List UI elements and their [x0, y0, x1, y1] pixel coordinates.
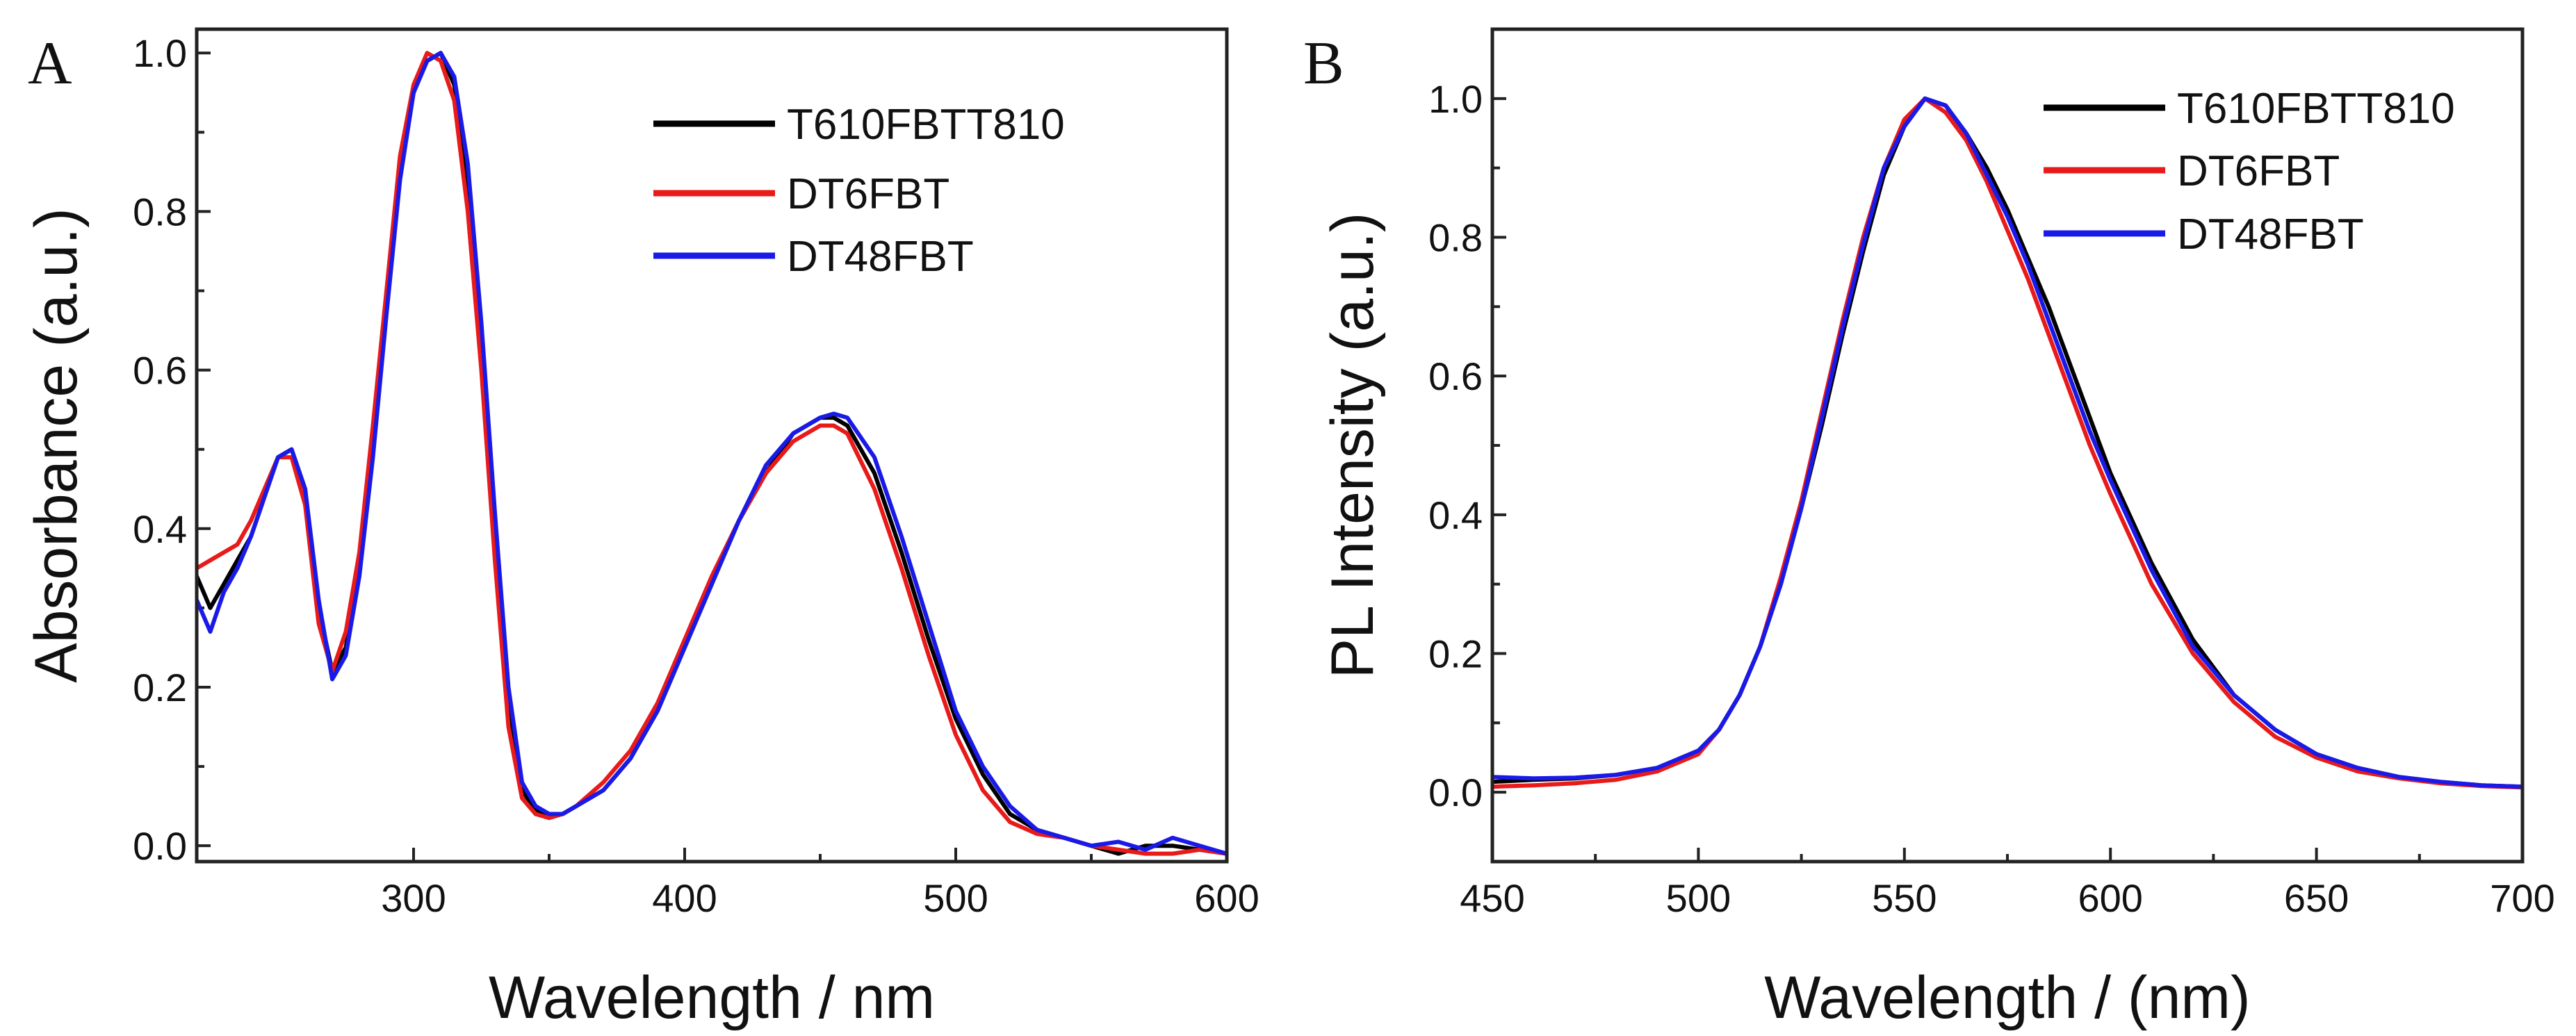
- panel-a-plot-frame: [195, 27, 1229, 864]
- panel-a-series-t610fbtt810: [197, 51, 1227, 856]
- panel-a-absorbance-chart: A 300 400 500 600 0.0 0.2 0.4 0.6 0.8 1.0 Wavelen…: [23, 27, 1260, 1031]
- panel-a-x-tick-label: 600: [1194, 876, 1259, 920]
- panel-a-x-tick-label: 300: [381, 876, 446, 920]
- panel-a-y-tick-label: 0.8: [133, 190, 187, 233]
- panel-a-x-tick-label: 500: [923, 876, 988, 920]
- panel-a-letter: A: [28, 30, 72, 97]
- panel-b-x-tick-label: 500: [1666, 876, 1731, 920]
- panel-b-series-dt6fbt: [1492, 96, 2522, 790]
- panel-b-y-tick-label: 1.0: [1428, 77, 1483, 121]
- panel-b-y-axis-title: PL Intensity (a.u.): [1319, 213, 1386, 679]
- panel-b-series-t610fbtt810: [1492, 96, 2522, 789]
- legend-label-t610fbtt810: T610FBTT810: [787, 101, 1065, 149]
- panel-b-legend: T610FBTT810 DT6FBT DT48FBT: [2044, 85, 2455, 258]
- panel-b-x-tick-label: 700: [2490, 876, 2554, 920]
- panel-b-x-tick-label: 550: [1872, 876, 1937, 920]
- panel-b-y-tick-label: 0.0: [1428, 771, 1483, 814]
- panel-a-y-tick-label: 0.0: [133, 824, 187, 868]
- panel-a-series-dt6fbt: [197, 51, 1227, 856]
- panel-a-y-tick-label: 0.6: [133, 349, 187, 393]
- panel-b-y-tick-label: 0.8: [1428, 216, 1483, 260]
- panel-b-x-tick-label: 450: [1460, 876, 1524, 920]
- legend-label-dt6fbt: DT6FBT: [787, 170, 949, 218]
- panel-a-x-tick-label: 400: [652, 876, 717, 920]
- panel-b-x-tick-label: 600: [2078, 876, 2142, 920]
- panel-a-y-tick-label: 0.2: [133, 666, 187, 709]
- panel-b-pl-chart: B 450 500 550 600 650 700 0.0 0.2 0.4 0.6 0.8 1.0 W…: [1303, 27, 2555, 1031]
- panel-a-legend: T610FBTT810 DT6FBT DT48FBT: [653, 101, 1065, 281]
- panel-b-letter: B: [1303, 30, 1344, 97]
- panel-a-y-tick-label: 1.0: [133, 31, 187, 75]
- panel-b-y-tick-label: 0.4: [1428, 493, 1483, 537]
- legend-label-dt48fbt: DT48FBT: [787, 233, 974, 281]
- legend-label-dt48fbt: DT48FBT: [2177, 211, 2364, 258]
- panel-a-y-axis-title: Absorbance (a.u.): [23, 208, 90, 683]
- panel-b-series-dt48fbt: [1492, 96, 2522, 789]
- panel-b-y-tick-label: 0.2: [1428, 632, 1483, 676]
- legend-label-dt6fbt: DT6FBT: [2177, 147, 2340, 195]
- panel-b-plot-frame: [1490, 27, 2525, 864]
- panel-a-x-axis-title: Wavelength / nm: [489, 964, 935, 1031]
- panel-b-y-tick-label: 0.6: [1428, 354, 1483, 398]
- panel-a-series-dt48fbt: [197, 51, 1227, 856]
- panel-b-x-tick-label: 650: [2284, 876, 2349, 920]
- panel-a-y-tick-label: 0.4: [133, 507, 187, 551]
- panel-b-x-axis-title: Wavelength / (nm): [1764, 964, 2250, 1031]
- legend-label-t610fbtt810: T610FBTT810: [2177, 85, 2455, 133]
